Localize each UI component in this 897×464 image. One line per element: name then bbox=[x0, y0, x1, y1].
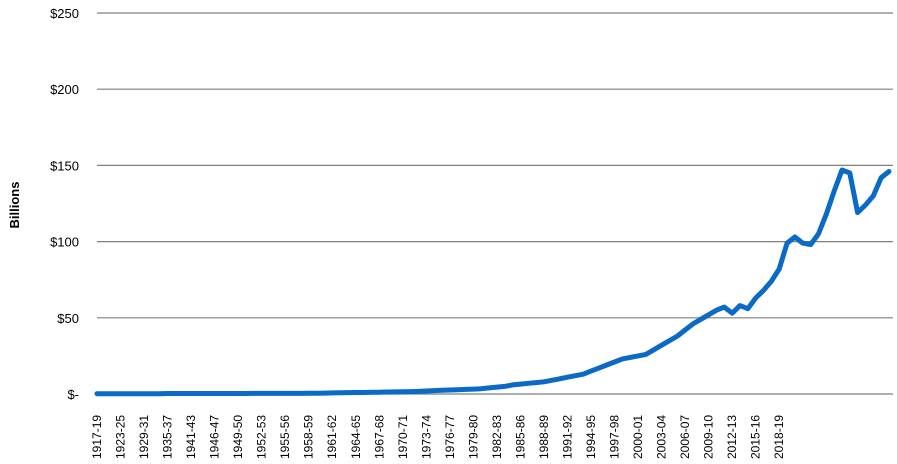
x-tick-label: 1964-65 bbox=[349, 415, 363, 459]
x-tick-label: 1997-98 bbox=[608, 415, 622, 459]
x-tick-label: 1994-95 bbox=[584, 415, 598, 459]
x-tick-label: 1952-53 bbox=[255, 415, 269, 459]
x-tick-label: 1949-50 bbox=[231, 415, 245, 459]
x-axis-ticks: 1917-19 1923-25 1929-31 1935-37 1941-43 1946-… bbox=[90, 415, 786, 459]
x-tick-label: 1970-71 bbox=[396, 415, 410, 459]
x-tick-label: 1973-74 bbox=[419, 415, 433, 459]
y-tick-label: $100 bbox=[50, 235, 79, 250]
y-axis-ticks: $- $50 $100 $150 $200 $250 bbox=[50, 6, 79, 402]
x-tick-label: 1935-37 bbox=[161, 415, 175, 459]
x-tick-label: 1961-62 bbox=[325, 415, 339, 459]
data-series-line bbox=[94, 167, 892, 397]
x-tick-label: 2012-13 bbox=[725, 415, 739, 459]
x-tick-label: 1967-68 bbox=[372, 415, 386, 459]
x-tick-label: 1976-77 bbox=[443, 415, 457, 459]
x-tick-label: 2009-10 bbox=[702, 415, 716, 459]
x-tick-label: 2000-01 bbox=[631, 415, 645, 459]
x-tick-label: 1917-19 bbox=[90, 415, 104, 459]
x-tick-label: 1941-43 bbox=[184, 415, 198, 459]
gridlines bbox=[97, 12, 893, 319]
y-tick-label: $200 bbox=[50, 82, 79, 97]
y-tick-label: $- bbox=[67, 387, 79, 402]
y-tick-label: $150 bbox=[50, 158, 79, 173]
x-tick-label: 1946-47 bbox=[208, 415, 222, 459]
x-tick-label: 1988-89 bbox=[537, 415, 551, 459]
x-tick-label: 1985-86 bbox=[513, 415, 527, 459]
y-axis-label: Billions bbox=[7, 182, 22, 229]
x-tick-label: 1955-56 bbox=[278, 415, 292, 459]
y-tick-label: $250 bbox=[50, 6, 79, 21]
x-tick-label: 1979-80 bbox=[466, 415, 480, 459]
x-tick-label: 1991-92 bbox=[561, 415, 575, 459]
y-tick-label: $50 bbox=[57, 311, 79, 326]
x-tick-label: 1923-25 bbox=[114, 415, 128, 459]
x-tick-label: 2006-07 bbox=[678, 415, 692, 459]
x-tick-label: 2015-16 bbox=[749, 415, 763, 459]
x-tick-label: 1929-31 bbox=[137, 415, 151, 459]
x-tick-label: 1982-83 bbox=[490, 415, 504, 459]
x-tick-label: 2003-04 bbox=[655, 415, 669, 459]
x-tick-label: 1958-59 bbox=[302, 415, 316, 459]
x-tick-label: 2018-19 bbox=[772, 415, 786, 459]
